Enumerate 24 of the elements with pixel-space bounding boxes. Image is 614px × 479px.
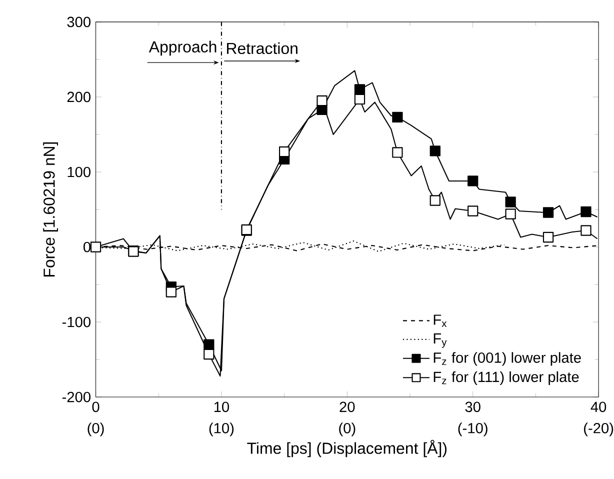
y-tick-label: 100 [68, 166, 90, 178]
legend-label: F$_{z}$ for (001) lower plate [434, 352, 581, 366]
text: (0) [88, 422, 104, 436]
text: (-20) [584, 422, 614, 436]
y-tick-label: -200 [62, 392, 90, 402]
y-tick-label: 200 [67, 92, 90, 102]
y-axis-title: Force [1.60219 nN] [43, 142, 58, 277]
legend-label: F$_{z}$ for (111) lower plate [434, 371, 579, 386]
x-tick-label: 40 [590, 402, 606, 412]
annotation: Retraction [227, 42, 298, 54]
y-tick-label: -100 [62, 316, 90, 328]
y-tick-label: 300 [67, 16, 90, 28]
x-tick-label: 30 [465, 402, 480, 412]
legend-label: F$_{x}$ [434, 314, 447, 328]
text: (-10) [458, 422, 488, 436]
text: (0) [339, 422, 356, 436]
x-tick-label: 20 [340, 402, 355, 412]
annotation: Approach [148, 40, 216, 56]
y-tick-label: 0 [84, 242, 90, 252]
x-tick-label: 10 [214, 402, 230, 412]
x-axis-title: Time [ps] (Displacement [Å]) [247, 440, 447, 458]
text: (10) [209, 422, 234, 436]
x-tick-label: 0 [92, 402, 100, 412]
legend-label: F$_{y}$ [434, 333, 447, 348]
